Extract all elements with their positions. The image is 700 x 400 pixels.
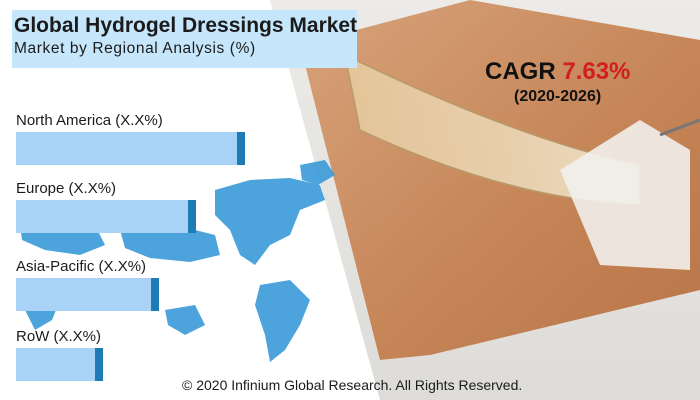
bar-cap	[188, 200, 196, 233]
bar-cap	[237, 132, 245, 165]
bar-cap	[95, 348, 103, 381]
copyright: © 2020 Infinium Global Research. All Rig…	[182, 377, 523, 393]
bar	[16, 132, 245, 165]
category-label: RoW (X.X%)	[16, 328, 102, 345]
title-box	[12, 10, 357, 68]
cagr-value: 7.63%	[562, 58, 631, 85]
chart-title: Global Hydrogel Dressings Market	[14, 14, 358, 37]
bar	[16, 200, 196, 233]
category-label: Asia-Pacific (X.X%)	[16, 258, 147, 275]
category-label: Europe (X.X%)	[16, 180, 117, 197]
bar-cap	[151, 278, 159, 311]
cagr-label: CAGR 7.63%	[485, 58, 630, 86]
bar	[16, 278, 159, 311]
chart-subtitle: Market by Regional Analysis (%)	[14, 40, 256, 57]
category-label: North America (X.X%)	[16, 112, 163, 129]
bar	[16, 348, 103, 381]
cagr-period: (2020-2026)	[514, 88, 602, 105]
cagr-text: CAGR	[485, 58, 556, 85]
